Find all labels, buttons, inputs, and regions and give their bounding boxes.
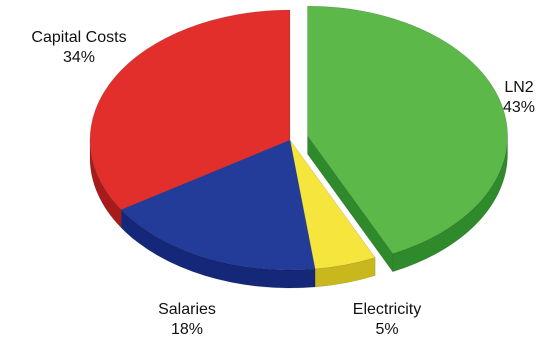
slice-label-capital-costs: Capital Costs 34% — [8, 28, 150, 68]
slice-name-ln2: LN2 — [504, 79, 534, 96]
pie-slice-wall-electricity — [314, 257, 376, 288]
pie-slice-ln2 — [307, 5, 508, 255]
pie-slice-cut-face-ln2-1 — [307, 135, 394, 273]
slice-value-salaries: 18% — [170, 321, 204, 338]
slice-name-salaries: Salaries — [158, 301, 216, 318]
pie-side-walls — [89, 5, 508, 289]
slice-value-ln2: 43% — [502, 99, 536, 116]
pie-slice-salaries — [120, 139, 316, 271]
slice-name-capital-costs: Capital Costs — [31, 29, 127, 46]
slice-value-capital-costs: 34% — [62, 49, 96, 66]
slice-label-ln2: LN2 43% — [493, 78, 545, 118]
slice-label-electricity: Electricity 5% — [332, 300, 442, 340]
pie-slice-tops — [89, 5, 508, 271]
slice-name-electricity: Electricity — [352, 301, 422, 318]
pie-slice-capital-costs — [89, 9, 291, 210]
slice-label-salaries: Salaries 18% — [132, 300, 242, 340]
slice-value-electricity: 5% — [375, 321, 399, 338]
pie-slice-electricity — [289, 139, 376, 270]
